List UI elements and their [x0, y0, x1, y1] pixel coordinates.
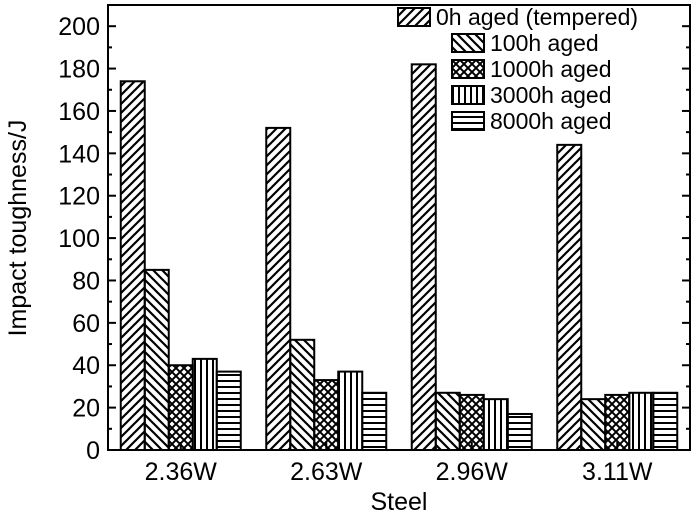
- x-tick-label: 3.11W: [582, 458, 653, 486]
- y-tick-label: 80: [72, 267, 100, 295]
- y-tick-label: 20: [72, 395, 100, 423]
- x-axis-ticks: 2.36W 2.63W 2.96W 3.11W: [145, 442, 653, 486]
- bar-2.96W-series-3: [482, 398, 509, 451]
- legend-swatch-1: [451, 33, 485, 53]
- y-tick-label: 0: [86, 437, 100, 465]
- bar-2.36W-series-4: [215, 370, 242, 452]
- x-tick-label: 2.36W: [145, 458, 218, 486]
- x-axis-label: Steel: [371, 488, 428, 516]
- bar-2.96W-series-2: [458, 393, 485, 451]
- bar-2.96W-series-4: [506, 412, 533, 452]
- legend-label-1: 100h aged: [490, 30, 599, 56]
- legend-swatch-4: [451, 111, 485, 131]
- legend-swatch-2: [451, 59, 485, 79]
- bar-2.96W-series-0: [410, 63, 437, 451]
- bar-3.11W-series-0: [556, 143, 583, 451]
- y-tick-label: 120: [58, 183, 100, 211]
- bar-2.36W-series-0: [119, 80, 146, 452]
- y-tick-label: 40: [72, 352, 100, 380]
- bar-3.11W-series-3: [628, 391, 655, 451]
- bar-3.11W-series-1: [580, 398, 607, 451]
- legend-swatch-3: [451, 85, 485, 105]
- y-axis-label: Impact toughness/J: [4, 120, 32, 337]
- bar-2.63W-series-3: [337, 370, 364, 452]
- bar-2.63W-series-1: [289, 338, 316, 451]
- bar-3.11W-series-4: [652, 391, 679, 451]
- y-tick-label: 180: [58, 56, 100, 84]
- bar-2.36W-series-2: [167, 364, 194, 451]
- y-tick-label: 100: [58, 225, 100, 253]
- y-tick-label: 160: [58, 98, 100, 126]
- legend-label-2: 1000h aged: [490, 56, 612, 82]
- y-tick-label: 200: [58, 13, 100, 41]
- bar-2.96W-series-1: [434, 391, 461, 451]
- y-tick-label: 60: [72, 310, 100, 338]
- x-tick-label: 2.96W: [436, 458, 509, 486]
- legend-label-0: 0h aged (tempered): [436, 4, 638, 30]
- x-tick-label: 2.63W: [290, 458, 363, 486]
- bar-2.63W-series-2: [313, 379, 340, 452]
- bar-2.36W-series-1: [143, 268, 170, 451]
- legend-label-3: 3000h aged: [490, 82, 612, 108]
- bar-2.63W-series-0: [265, 126, 292, 452]
- bars-layer: [119, 63, 679, 452]
- bar-3.11W-series-2: [604, 393, 631, 451]
- y-axis-ticks: 0 20 40 60 80 100 120 140 160 180 200: [58, 13, 690, 465]
- bar-2.63W-series-4: [361, 391, 388, 451]
- legend-swatch-0: [397, 7, 431, 27]
- legend-label-4: 8000h aged: [490, 108, 612, 134]
- bar-2.36W-series-3: [191, 357, 218, 451]
- y-tick-label: 140: [58, 140, 100, 168]
- plot-frame: [107, 4, 691, 451]
